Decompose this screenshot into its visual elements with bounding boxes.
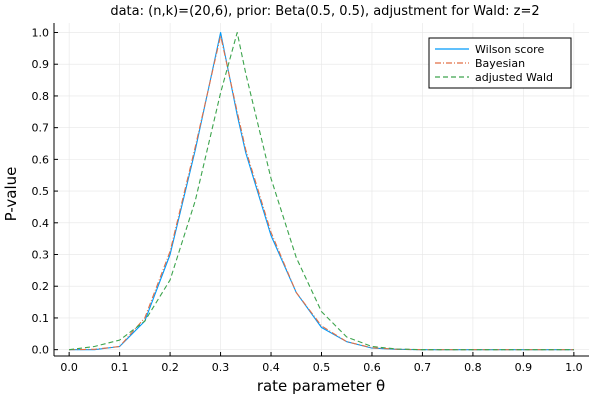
legend-label-2: adjusted Wald <box>475 71 553 84</box>
series-layer <box>69 31 574 351</box>
x-tick-label: 0.2 <box>161 361 179 374</box>
chart-title: data: (n,k)=(20,6), prior: Beta(0.5, 0.5… <box>110 4 539 19</box>
y-tick-label: 0.3 <box>32 249 50 262</box>
x-tick-label: 0.0 <box>60 361 78 374</box>
y-axis-label: P-value <box>2 167 20 222</box>
x-tick-label: 1.0 <box>565 361 583 374</box>
y-tick-label: 0.8 <box>32 90 50 103</box>
y-tick-label: 0.6 <box>32 153 50 166</box>
axes: 0.0 0.1 0.2 0.3 0.4 0.5 0.6 0.7 0.8 0.9 1.0 0.0 0.1 0… <box>32 23 589 374</box>
y-tick-label: 0.9 <box>32 58 50 71</box>
y-tick-label: 0.0 <box>32 344 50 357</box>
legend-label-1: Bayesian <box>475 57 525 70</box>
x-tick-label: 0.9 <box>515 361 533 374</box>
y-tick-label: 0.5 <box>32 185 50 198</box>
y-tick-label: 0.2 <box>32 280 50 293</box>
x-tick-label: 0.3 <box>212 361 230 374</box>
legend-box <box>428 37 572 89</box>
grid <box>54 23 589 356</box>
y-tick-label: 0.7 <box>32 122 50 135</box>
y-tick-label: 1.0 <box>32 27 50 40</box>
x-tick-label: 0.8 <box>464 361 482 374</box>
y-tick-label: 0.1 <box>32 312 50 325</box>
x-tick-label: 0.6 <box>363 361 381 374</box>
series-line-2 <box>69 31 574 351</box>
legend-label-0: Wilson score <box>475 43 544 56</box>
x-tick-label: 0.4 <box>262 361 280 374</box>
x-tick-label: 0.5 <box>313 361 331 374</box>
y-tick-label: 0.4 <box>32 217 50 230</box>
x-tick-label: 0.1 <box>111 361 129 374</box>
x-axis-label: rate parameter θ <box>257 377 385 395</box>
x-tick-label: 0.7 <box>414 361 432 374</box>
